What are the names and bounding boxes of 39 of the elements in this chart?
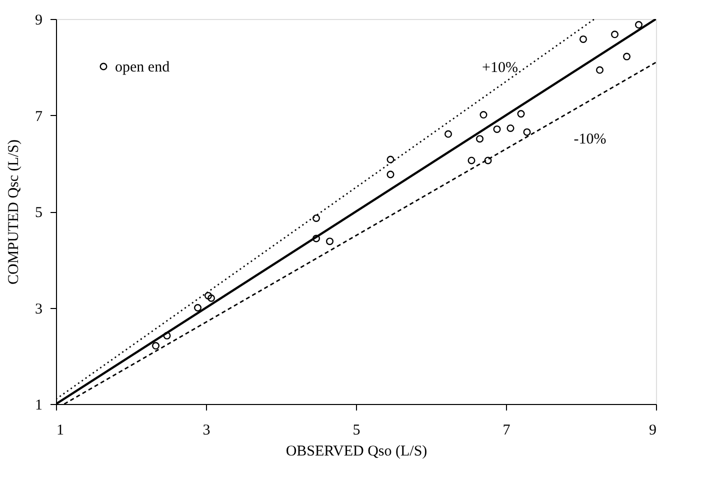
point: [506, 124, 514, 132]
x-tick-label: 9: [649, 422, 656, 438]
point: [610, 30, 619, 38]
x-tick-label: 1: [56, 422, 64, 438]
point: [634, 21, 643, 29]
legend-label: open end: [115, 60, 170, 76]
point: [476, 135, 484, 143]
point: [468, 156, 476, 164]
point: [194, 304, 202, 312]
annotation: -10%: [574, 131, 606, 148]
point: [493, 125, 501, 133]
y-tick-label: 9: [35, 12, 42, 28]
point: [312, 234, 320, 242]
point: [207, 294, 216, 302]
point: [523, 128, 531, 136]
y-tick-label: 1: [35, 398, 42, 414]
point: [204, 292, 212, 300]
point: [163, 332, 171, 340]
point: [386, 170, 394, 178]
x-tick-label: 3: [202, 422, 210, 438]
point: [152, 342, 160, 350]
y-tick-label: 3: [35, 301, 42, 318]
point: [386, 156, 394, 164]
point: [622, 52, 631, 60]
point: [312, 214, 320, 222]
y-tick-label: 5: [35, 205, 42, 221]
x-tick-label: 7: [502, 422, 511, 438]
annotation: +10%: [482, 60, 518, 76]
point: [484, 156, 492, 164]
point: [579, 35, 588, 43]
y-tick-label: 7: [35, 108, 43, 125]
point: [596, 66, 604, 74]
point: [326, 238, 334, 246]
y-axis-title: COMPUTED Qsc (L/S): [6, 140, 22, 284]
x-axis-title: OBSERVED Qso (L/S): [286, 444, 428, 460]
point: [517, 110, 525, 118]
point: [480, 111, 488, 119]
point: [444, 130, 452, 138]
x-tick-label: 5: [352, 422, 360, 438]
